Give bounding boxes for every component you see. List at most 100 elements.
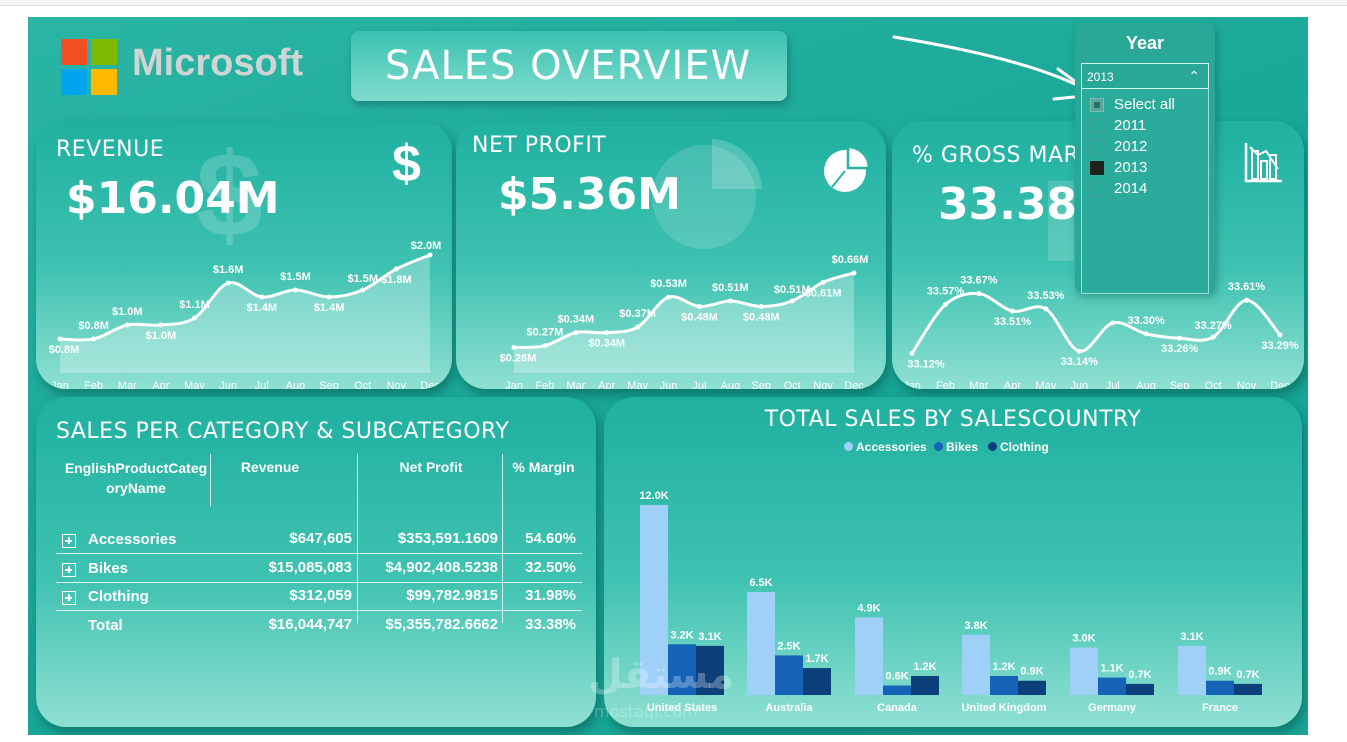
- checkbox-select-all[interactable]: [1090, 98, 1104, 112]
- bar-clothing-united-kingdom[interactable]: [1018, 680, 1046, 695]
- svg-text:$: $: [196, 131, 263, 251]
- net-profit-title: NET PROFIT: [472, 133, 607, 158]
- data-point[interactable]: [225, 280, 231, 286]
- month-tick-label: May: [627, 380, 648, 389]
- checkbox-2011[interactable]: [1090, 119, 1104, 133]
- month-tick-label: Jun: [219, 380, 237, 389]
- header-revenue[interactable]: Revenue: [240, 459, 300, 475]
- year-slicer[interactable]: Year 2013 ⌃ Select all 2011 2012 2013 20…: [1075, 23, 1215, 294]
- legend-accessories[interactable]: Accessories: [844, 440, 927, 454]
- data-point[interactable]: [851, 270, 857, 276]
- data-point[interactable]: [909, 350, 915, 356]
- month-tick-label: Oct: [354, 380, 371, 389]
- category-table-card: SALES PER CATEGORY & SUBCATEGORY English…: [36, 397, 596, 727]
- data-point[interactable]: [192, 315, 198, 321]
- legend-accessories-swatch: [844, 442, 853, 451]
- net-profit-card[interactable]: NET PROFIT $5.36M $0.26M Jan $0.27M Feb $0.3…: [456, 121, 886, 389]
- data-point[interactable]: [758, 304, 764, 310]
- bar-bikes-france[interactable]: [1206, 680, 1234, 695]
- data-point[interactable]: [789, 298, 795, 304]
- data-point[interactable]: [259, 294, 265, 300]
- watermark-latin: mostaql.com: [594, 702, 698, 721]
- checkbox-2013[interactable]: [1090, 161, 1104, 175]
- expand-bikes-icon[interactable]: [62, 563, 76, 577]
- data-point[interactable]: [604, 330, 610, 336]
- logo-square-green: [91, 39, 117, 65]
- data-point[interactable]: [427, 252, 433, 258]
- data-point[interactable]: [124, 322, 130, 328]
- revenue-card[interactable]: $ REVENUE $ $16.04M $0.8M Jan $0.8M Feb $1.0…: [36, 121, 452, 389]
- bar-bikes-canada[interactable]: [883, 685, 911, 695]
- data-point[interactable]: [1143, 331, 1149, 337]
- bar-accessories-france[interactable]: [1178, 645, 1206, 695]
- checkbox-2014[interactable]: [1090, 182, 1104, 196]
- row-bikes-revenue: $15,085,083: [268, 559, 352, 576]
- data-point[interactable]: [573, 330, 579, 336]
- bar-bikes-united-kingdom[interactable]: [990, 675, 1018, 695]
- year-dropdown[interactable]: 2013 ⌃: [1081, 63, 1209, 89]
- bar-clothing-united-states[interactable]: [696, 645, 724, 695]
- data-label: $0.34M: [588, 338, 625, 350]
- data-point[interactable]: [820, 279, 826, 285]
- bar-clothing-france[interactable]: [1234, 683, 1262, 695]
- logo-square-blue: [61, 69, 87, 95]
- data-point[interactable]: [666, 294, 672, 300]
- bar-accessories-germany[interactable]: [1070, 647, 1098, 695]
- data-point[interactable]: [696, 304, 702, 310]
- bar-accessories-canada[interactable]: [855, 617, 883, 695]
- net-profit-value: $5.36M: [498, 169, 681, 220]
- data-point[interactable]: [1043, 306, 1049, 312]
- data-point[interactable]: [942, 302, 948, 308]
- expand-clothing-icon[interactable]: [62, 591, 76, 605]
- data-point[interactable]: [158, 322, 164, 328]
- data-point[interactable]: [1177, 335, 1183, 341]
- data-label: $1.6M: [213, 264, 244, 276]
- data-point[interactable]: [292, 287, 298, 293]
- header-category-name[interactable]: EnglishProductCateg oryName: [61, 458, 211, 498]
- month-tick-label: Sep: [1170, 380, 1190, 389]
- data-label: 33.29%: [1261, 340, 1299, 352]
- data-point[interactable]: [1110, 320, 1116, 326]
- data-point[interactable]: [326, 294, 332, 300]
- data-point[interactable]: [1210, 334, 1216, 340]
- data-point[interactable]: [1244, 297, 1250, 303]
- bar-bikes-united-states[interactable]: [668, 644, 696, 695]
- bar-bikes-germany[interactable]: [1098, 677, 1126, 695]
- data-point[interactable]: [360, 287, 366, 293]
- header-net-profit[interactable]: Net Profit: [399, 459, 463, 475]
- legend-clothing[interactable]: Clothing: [988, 440, 1049, 454]
- bar-accessories-united-kingdom[interactable]: [962, 634, 990, 695]
- data-label: $1.5M: [280, 271, 311, 283]
- data-point[interactable]: [976, 291, 982, 297]
- data-point[interactable]: [542, 343, 548, 349]
- data-label: $0.8M: [78, 320, 109, 332]
- bar-accessories-united-states[interactable]: [640, 504, 668, 695]
- month-tick-label: Jul: [692, 380, 706, 389]
- data-point[interactable]: [91, 336, 97, 342]
- bar-clothing-germany[interactable]: [1126, 683, 1154, 695]
- legend-bikes[interactable]: Bikes: [934, 440, 978, 454]
- data-point[interactable]: [727, 298, 733, 304]
- data-point[interactable]: [393, 266, 399, 272]
- checkbox-2012[interactable]: [1090, 140, 1104, 154]
- column-divider: [357, 454, 358, 623]
- chevron-up-icon[interactable]: ⌃: [1188, 68, 1200, 84]
- data-point[interactable]: [57, 336, 63, 342]
- month-tick-label: Apr: [598, 380, 615, 389]
- bar-bikes-australia[interactable]: [775, 655, 803, 695]
- data-point[interactable]: [1076, 348, 1082, 354]
- data-point[interactable]: [511, 345, 517, 351]
- data-point[interactable]: [1277, 332, 1283, 338]
- data-label: $1.0M: [146, 330, 177, 342]
- expand-accessories-icon[interactable]: [62, 534, 76, 548]
- bar-clothing-australia[interactable]: [803, 668, 831, 695]
- total-margin: 33.38%: [525, 616, 576, 633]
- month-tick-label: Sep: [319, 380, 339, 389]
- month-tick-label: Apr: [1004, 380, 1021, 389]
- bar-accessories-australia[interactable]: [747, 592, 775, 695]
- column-divider: [502, 454, 503, 623]
- data-point[interactable]: [635, 324, 641, 330]
- header-margin[interactable]: % Margin: [512, 459, 575, 475]
- bar-clothing-canada[interactable]: [911, 675, 939, 695]
- data-point[interactable]: [1009, 308, 1015, 314]
